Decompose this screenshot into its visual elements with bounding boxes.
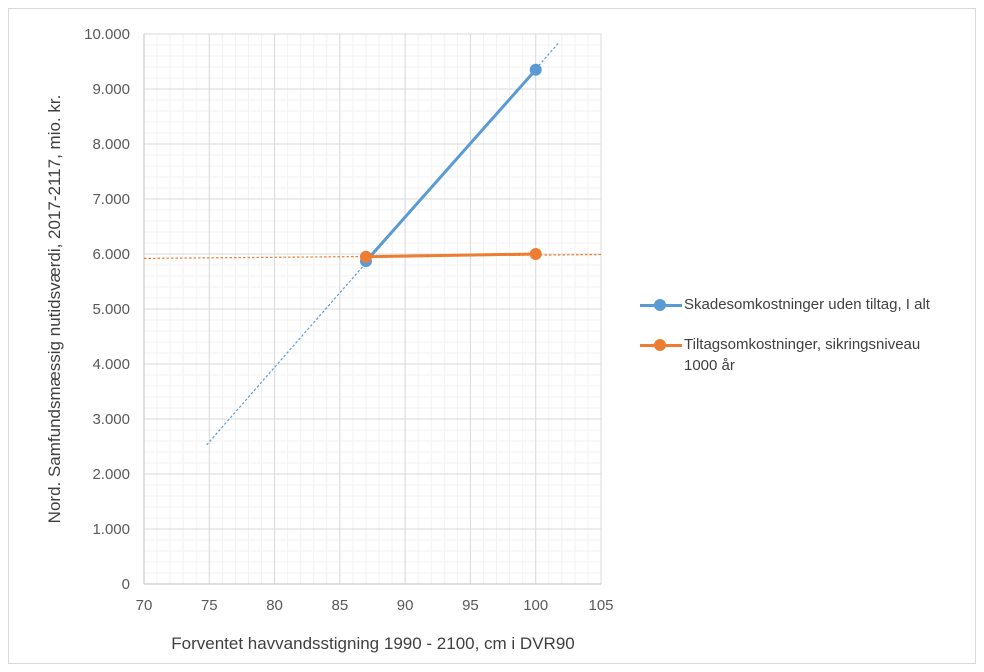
y-tick-label: 8.000 (92, 136, 130, 153)
x-axis-title: Forventet havvandsstigning 1990 - 2100, … (171, 634, 575, 653)
legend-swatch-1 (638, 294, 684, 316)
legend-label-1: Skadesomkostninger uden tiltag, I alt (684, 296, 930, 313)
x-tick-label: 75 (201, 597, 218, 614)
y-tick-label: 1.000 (92, 521, 130, 538)
trendlines (143, 41, 602, 446)
y-tick-label: 5.000 (92, 301, 130, 318)
marker-series-2 (529, 248, 542, 260)
x-tick-label: 100 (523, 597, 548, 614)
x-tick-label: 95 (462, 597, 479, 614)
x-tick-label: 85 (332, 597, 349, 614)
y-tick-label: 0 (122, 576, 130, 593)
series-markers (359, 63, 542, 268)
marker-series-1 (529, 63, 542, 76)
legend-label-2: Tiltagsomkostninger, sikringsniveau 1000… (684, 336, 921, 374)
x-tick-label: 90 (397, 597, 414, 614)
major-gridlines (143, 33, 602, 585)
y-axis-title: Nord. Samfundsmæssig nutidsværdi, 2017-2… (45, 95, 64, 524)
series-lines (364, 68, 538, 263)
line-series-2 (364, 252, 538, 259)
x-tick-label: 80 (266, 597, 283, 614)
legend-swatch-2 (638, 334, 684, 356)
axes (143, 34, 601, 585)
y-tick-label: 3.000 (92, 411, 130, 428)
y-tick-labels: 0 1.000 2.000 3.000 4.000 5.000 6.000 7.000 8.00… (84, 26, 130, 593)
y-tick-label: 9.000 (92, 81, 130, 98)
legend-item-series-1: Skadesomkostninger uden tiltag, I alt (638, 294, 968, 316)
legend-item-series-2: Tiltagsomkostninger, sikringsniveau 1000… (638, 334, 968, 376)
x-tick-labels: 70 75 80 85 90 95 100 105 (136, 597, 614, 614)
y-tick-label: 4.000 (92, 356, 130, 373)
marker-series-2 (359, 250, 372, 263)
chart-frame (8, 8, 976, 664)
y-tick-label: 6.000 (92, 246, 130, 263)
x-tick-label: 70 (136, 597, 153, 614)
x-tick-label: 105 (588, 597, 613, 614)
legend-dot-2 (654, 339, 666, 351)
y-tick-label: 2.000 (92, 466, 130, 483)
y-tick-label: 7.000 (92, 191, 130, 208)
legend: Skadesomkostninger uden tiltag, I alt Ti… (638, 294, 968, 394)
y-tick-label: 10.000 (84, 26, 130, 43)
legend-dot-1 (654, 299, 666, 311)
line-series-1 (364, 68, 538, 263)
